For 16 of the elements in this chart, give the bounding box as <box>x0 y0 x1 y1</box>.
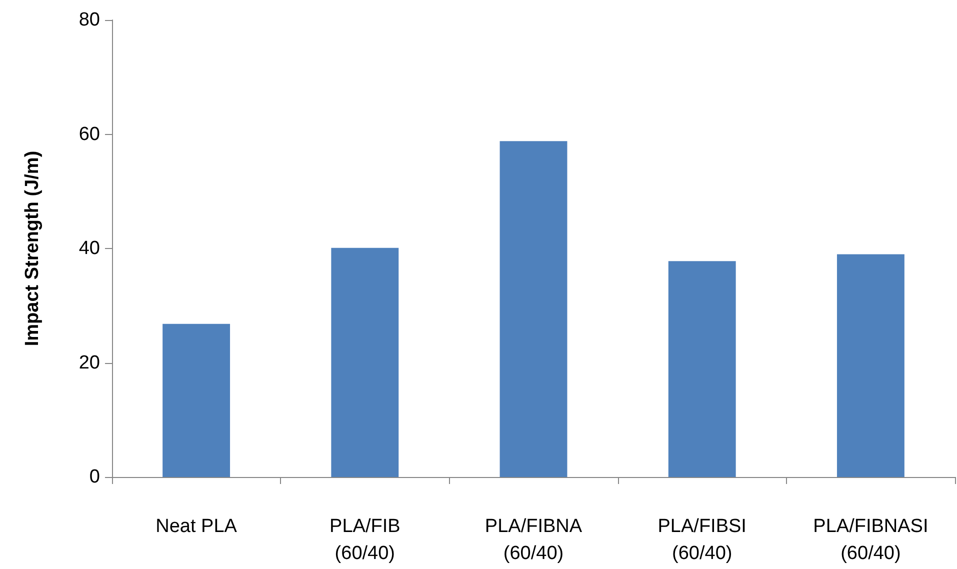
y-tick-label: 60 <box>78 124 100 145</box>
y-tick-label: 80 <box>78 10 100 30</box>
bar <box>500 141 568 477</box>
y-tick-label: 0 <box>89 466 100 488</box>
y-tick-label: 20 <box>78 352 100 374</box>
bar <box>162 324 230 477</box>
bar <box>668 261 736 477</box>
bar <box>836 254 904 477</box>
y-tick-label: 40 <box>78 238 100 259</box>
x-tick-label: Neat PLA <box>156 516 238 537</box>
y-axis-title: Impact Strength (J/m) <box>22 150 43 346</box>
x-tick-label: PLA/FIBNA (60/40) <box>484 516 582 564</box>
x-tick-label: PLA/FIB (60/40) <box>330 516 400 564</box>
x-tick-label: PLA/FIBNASI (60/40) <box>813 516 928 564</box>
x-tick-label: PLA/FIBSI (60/40) <box>658 516 746 564</box>
bar <box>331 248 399 477</box>
